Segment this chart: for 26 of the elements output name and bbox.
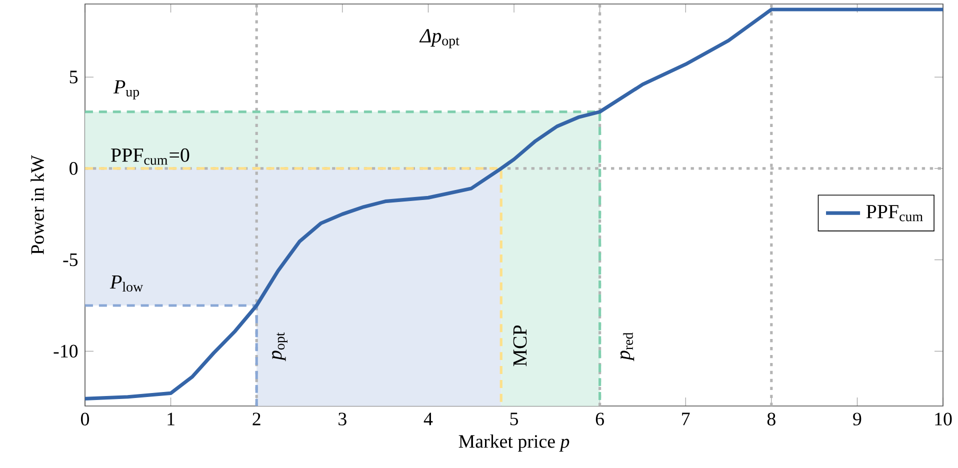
x-tick-label: 4 bbox=[424, 412, 433, 426]
x-tick-label: 1 bbox=[168, 412, 174, 426]
x-tick-label: 9 bbox=[853, 412, 862, 426]
y-axis-title: Power in kW bbox=[30, 155, 44, 254]
annotation: P$_{low}$ bbox=[110, 275, 144, 292]
x-tick-label: 3 bbox=[338, 412, 346, 426]
y-tick-label: 0 bbox=[70, 162, 78, 175]
x-axis-title: Market price p bbox=[458, 434, 570, 452]
x-tick-label: 5 bbox=[510, 412, 518, 426]
annotation: PPF$_{cum}$=0 bbox=[111, 148, 190, 165]
x-tick-label: 7 bbox=[682, 412, 690, 426]
annotation: p$_{red}$ bbox=[620, 332, 634, 362]
x-tick-label: 8 bbox=[767, 412, 776, 426]
line-series bbox=[85, 8, 944, 400]
x-tick-label: 10 bbox=[935, 412, 952, 426]
annotation: p$_{opt}$ bbox=[272, 332, 288, 362]
y-tick-label: 5 bbox=[70, 70, 78, 84]
x-tick-label: 6 bbox=[596, 412, 604, 426]
legend-label: PPF$_{cum}$ bbox=[866, 205, 923, 222]
y-tick-label: -5 bbox=[63, 254, 78, 266]
y-tick-label: -10 bbox=[54, 344, 78, 358]
annotation: MCP bbox=[513, 325, 527, 366]
x-tick-label: 2 bbox=[252, 412, 260, 426]
x-tick-label: 0 bbox=[80, 412, 90, 426]
annotation: P$_{up}$ bbox=[113, 80, 140, 100]
annotation: Δp$_{opt}$ bbox=[419, 29, 460, 48]
